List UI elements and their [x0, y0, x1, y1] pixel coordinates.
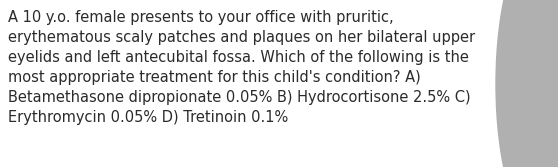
- Ellipse shape: [496, 0, 558, 167]
- Text: A 10 y.o. female presents to your office with pruritic,
erythematous scaly patch: A 10 y.o. female presents to your office…: [8, 10, 475, 125]
